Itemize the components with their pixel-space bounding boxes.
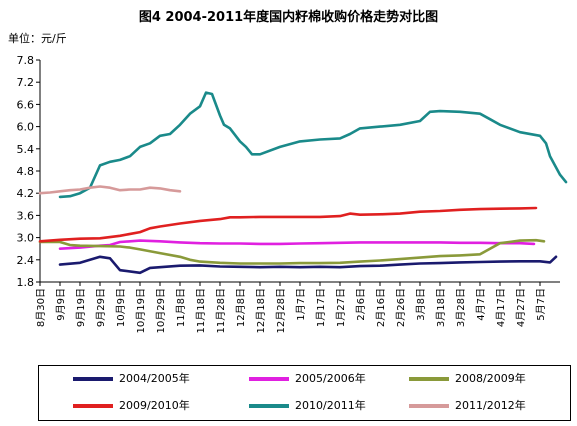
legend-swatch [73,377,113,381]
chart-legend: 2004/2005年 2005/2006年 2008/2009年 2009/20… [38,365,571,421]
x-tick-label: 4月17日 [495,288,507,327]
x-tick-label: 4月7日 [475,288,487,321]
x-tick-label: 10月29日 [155,288,167,333]
series-line [58,255,558,275]
legend-label: 2005/2006年 [295,372,366,385]
legend-label: 2009/2010年 [119,399,190,412]
legend-swatch [409,404,449,408]
series-line [38,206,538,243]
legend-swatch [249,377,289,381]
x-tick-label: 12月28日 [275,288,287,333]
x-tick-label: 3月8日 [415,288,427,321]
y-tick-label: 3.6 [17,209,35,222]
y-tick-label: 3.0 [17,232,35,245]
series-line [58,91,568,199]
x-tick-label: 3月18日 [435,288,447,327]
y-tick-label: 6.6 [17,98,35,111]
legend-swatch [73,404,113,408]
series-line [58,239,536,250]
x-tick-label: 11月8日 [175,288,187,327]
y-tick-label: 4.2 [17,187,35,200]
x-tick-label: 5月7日 [535,288,547,321]
y-tick-label: 6.0 [17,121,35,134]
chart-title: 图4 2004-2011年度国内籽棉收购价格走势对比图 [138,10,439,25]
x-tick-label: 2月6日 [355,288,367,321]
y-tick-label: 7.2 [17,76,35,89]
x-tick-label: 9月19日 [75,288,87,327]
y-tick-label: 5.4 [17,143,35,156]
y-tick-label: 4.8 [17,165,35,178]
x-tick-label: 2月16日 [375,288,387,327]
x-tick-label: 11月18日 [195,288,207,333]
x-tick-label: 12月8日 [235,288,247,327]
x-tick-label: 1月17日 [315,288,327,327]
x-tick-label: 10月9日 [115,288,127,327]
legend-label: 2011/2012年 [455,399,526,412]
x-tick-label: 10月19日 [135,288,147,333]
x-tick-label: 1月27日 [335,288,347,327]
y-tick-label: 1.8 [17,276,35,289]
series-line [38,185,182,195]
y-tick-label: 7.8 [17,54,35,67]
legend-swatch [249,404,289,408]
x-tick-label: 12月18日 [255,288,267,333]
y-tick-label: 2.4 [17,254,35,267]
x-tick-label: 2月26日 [395,288,407,327]
x-tick-label: 9月29日 [95,288,107,327]
x-tick-label: 4月27日 [515,288,527,327]
legend-label: 2010/2011年 [295,399,366,412]
legend-label: 2008/2009年 [455,372,526,385]
legend-label: 2004/2005年 [119,372,190,385]
unit-label: 单位：元/斤 [8,32,67,45]
x-tick-label: 3月28日 [455,288,467,327]
series-line [38,238,546,265]
x-tick-label: 9月9日 [55,288,67,321]
x-tick-label: 11月28日 [215,288,227,333]
legend-swatch [409,377,449,381]
x-tick-label: 1月7日 [295,288,307,321]
x-tick-label: 8月30日 [35,288,47,327]
